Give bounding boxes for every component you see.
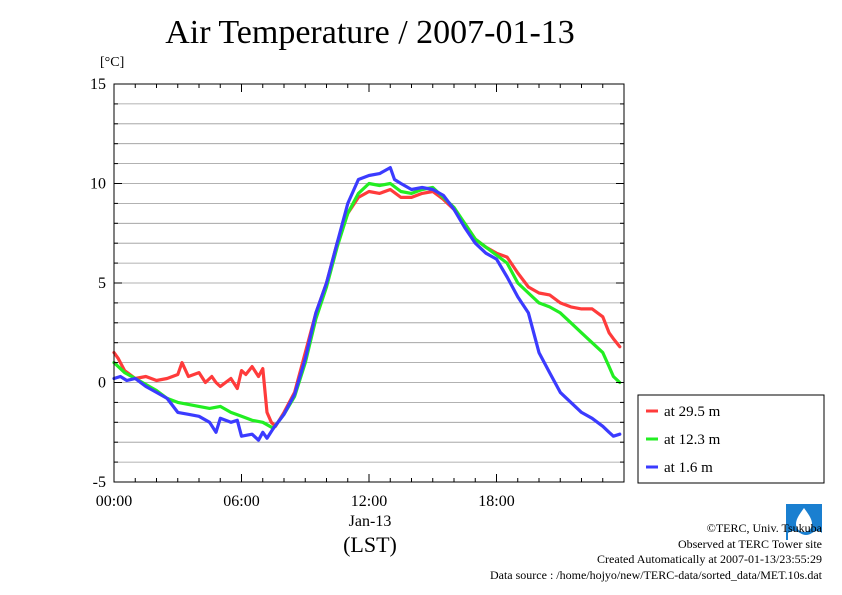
created-text: Created Automatically at 2007-01-13/23:5… (597, 552, 822, 566)
y-tick-label: 0 (98, 375, 106, 392)
grid-lines (114, 103, 624, 463)
chart-title: Air Temperature / 2007-01-13 (165, 14, 575, 51)
y-tick-label: 15 (90, 76, 106, 93)
series-line-2 (112, 181, 622, 430)
y-axis-unit-label: [°C] (100, 55, 125, 70)
series-line-3 (112, 166, 622, 442)
legend-label: at 1.6 m (664, 460, 713, 476)
observed-text: Observed at TERC Tower site (677, 536, 822, 551)
axis-ticks: -5 0 5 10 15 00:00 06:00 12:00 18:00 (90, 76, 624, 510)
y-tick-label: 5 (98, 275, 106, 292)
source-text: Data source : /home/hojyo/new/TERC-data/… (489, 567, 822, 582)
terc-logo-icon (786, 504, 822, 540)
y-tick-label: -5 (93, 474, 106, 491)
x-axis-date-label: Jan-13 (348, 513, 392, 530)
copyright-text: ©TERC, Univ. Tsukuba (706, 521, 822, 535)
x-axis-label: (LST) (343, 532, 397, 557)
legend-box (637, 394, 825, 484)
series-layer (112, 166, 622, 442)
x-tick-label: 18:00 (478, 493, 514, 510)
legend: at 29.5 m at 12.3 m at 1.6 m (637, 394, 825, 484)
series-line-1 (112, 187, 622, 428)
x-tick-label: 06:00 (223, 493, 259, 510)
y-tick-label: 10 (90, 176, 106, 193)
x-tick-label: 00:00 (96, 493, 132, 510)
legend-label: at 12.3 m (664, 432, 721, 448)
legend-label: at 29.5 m (664, 404, 721, 420)
x-tick-label: 12:00 (351, 493, 387, 510)
credits-block: ©TERC, Univ. Tsukuba Observed at TERC To… (490, 521, 822, 583)
